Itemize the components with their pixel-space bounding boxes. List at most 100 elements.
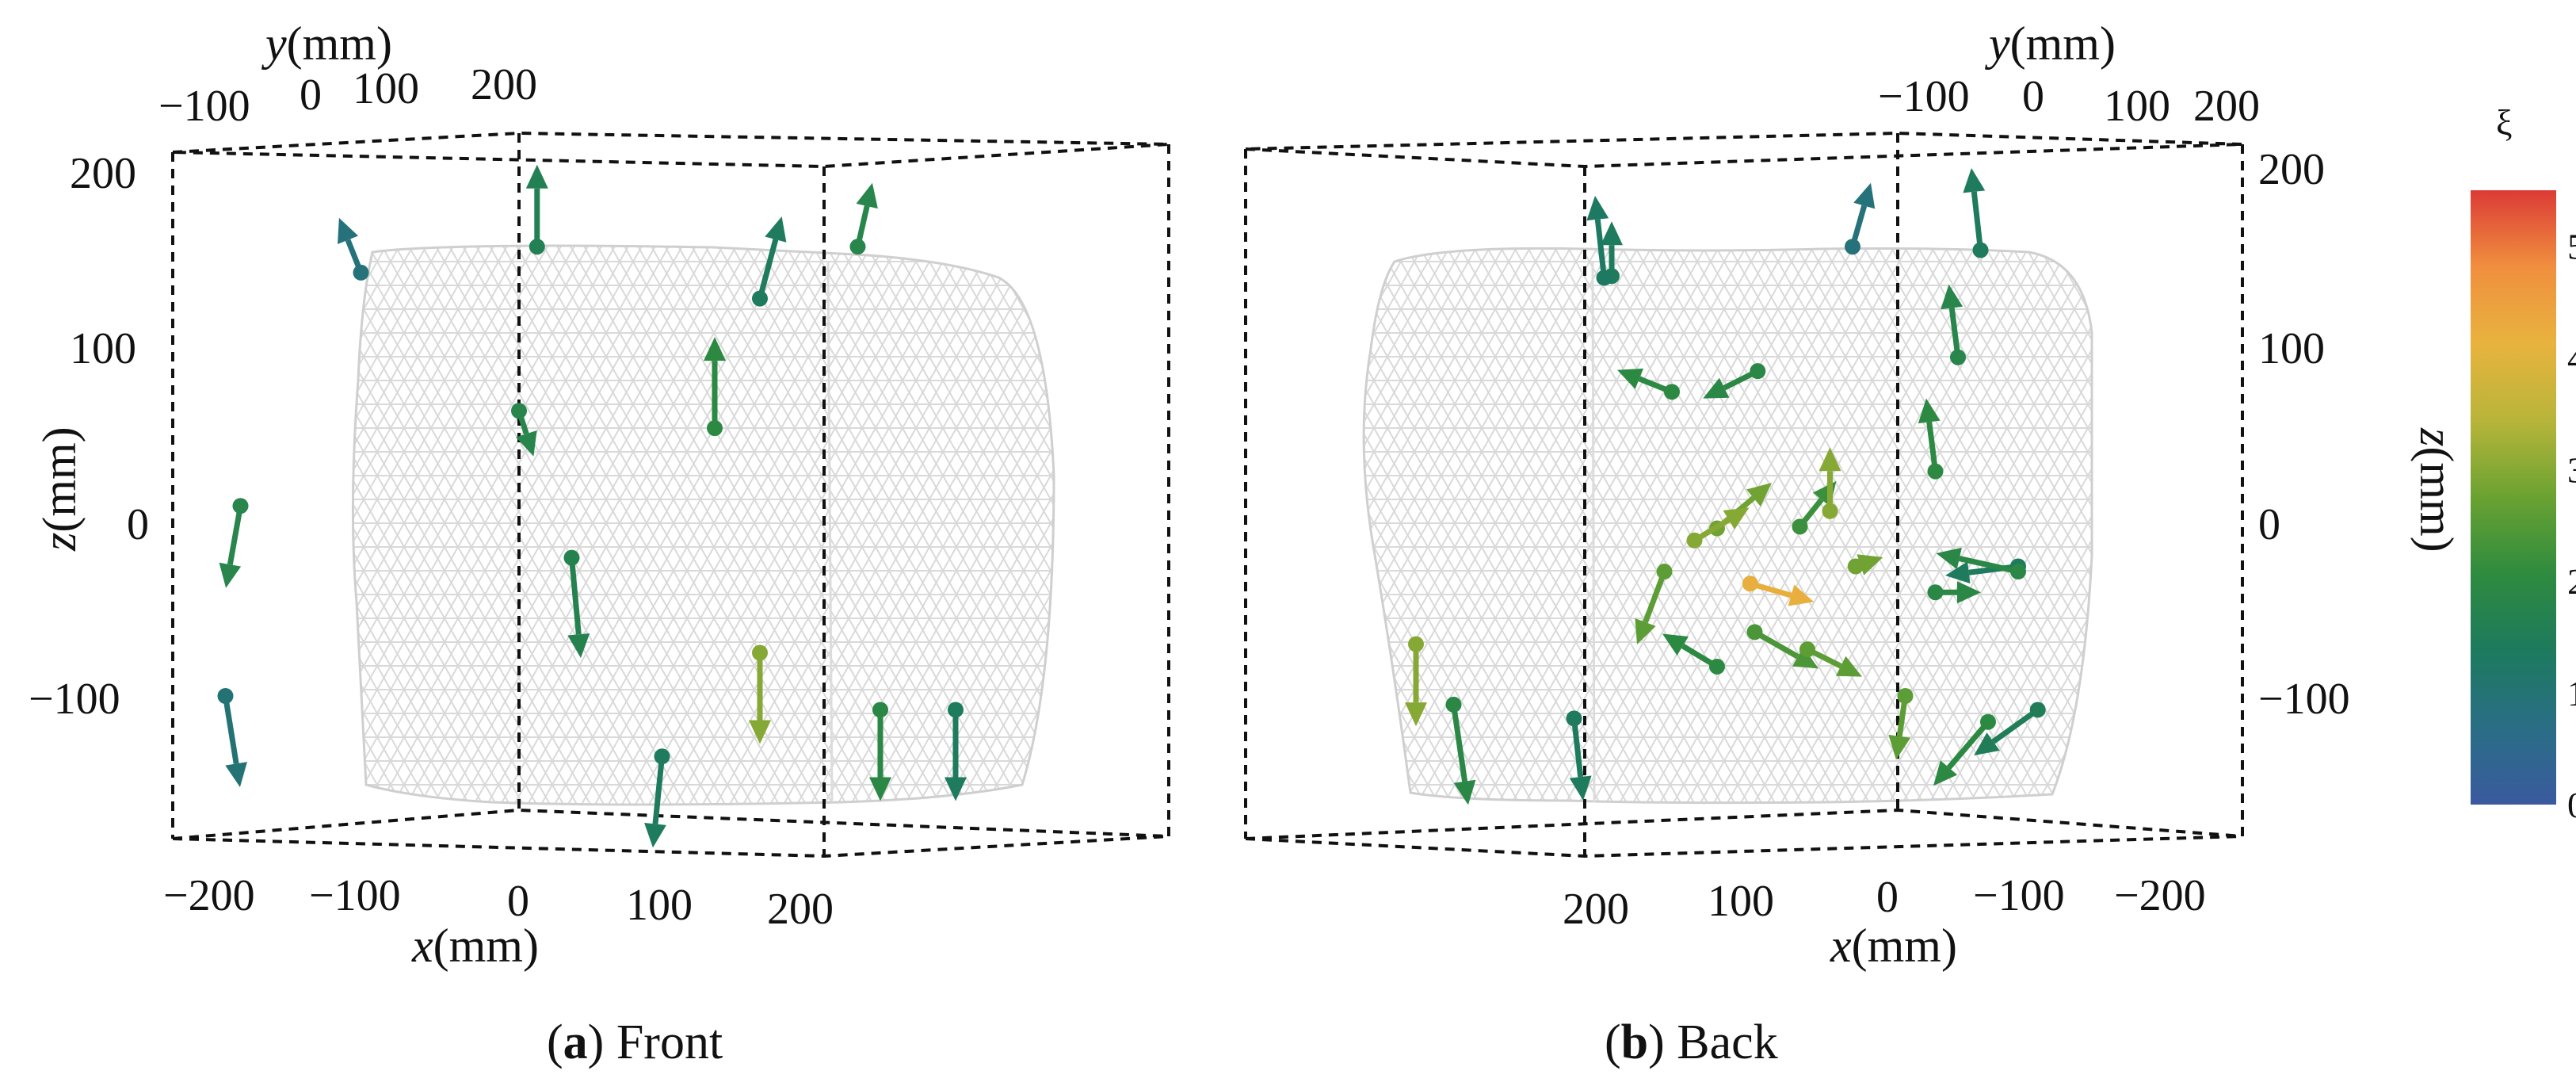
vector-arrow	[1888, 688, 1914, 760]
x-axis-label: x(mm)	[411, 920, 539, 972]
vector-arrow	[511, 403, 537, 457]
arrow-head	[1963, 168, 1986, 193]
arrow-head	[1723, 507, 1750, 530]
arrow-shaft	[1946, 720, 1990, 770]
arrow-head	[225, 762, 247, 787]
caption-front: (a) Front	[547, 1015, 723, 1069]
arrow-head	[1662, 633, 1689, 656]
vector-arrow	[1918, 398, 1944, 480]
arrow-origin	[1750, 363, 1766, 380]
x-tick: 100	[1708, 877, 1774, 926]
arrow-origin	[752, 644, 768, 661]
arrow-shaft	[227, 505, 243, 565]
y-axis-label: y(mm)	[1984, 17, 2116, 70]
vector-arrow	[849, 182, 878, 255]
z-tick: 100	[70, 324, 136, 373]
arrow-shaft	[1991, 707, 2040, 744]
z-axis-label: z(mm)	[33, 426, 86, 552]
vector-arrow	[1963, 168, 1989, 258]
arrow-shaft	[569, 557, 582, 635]
arrow-head	[1617, 368, 1644, 389]
arrow-head	[1933, 760, 1958, 786]
arrow-origin	[1709, 658, 1725, 675]
arrow-head	[1792, 647, 1818, 669]
z-tick: −100	[29, 675, 120, 724]
x-axis-label: x(mm)	[1830, 920, 1957, 972]
colorbar-tick-label: 2	[2567, 561, 2576, 602]
z-axis-front: 200 100 0 −100 z(mm)	[29, 149, 149, 724]
arrow-origin	[1972, 242, 1989, 258]
y-tick: 0	[2022, 72, 2044, 121]
y-tick: 200	[2193, 82, 2260, 131]
colorbar-tick-label: 3	[2567, 449, 2576, 490]
arrow-head	[644, 823, 666, 848]
x-tick: 200	[1563, 885, 1629, 934]
vector-arrow	[217, 688, 247, 787]
arrow-shaft	[652, 755, 665, 824]
y-axis-label: y(mm)	[261, 17, 392, 70]
arrow-origin	[1847, 558, 1864, 575]
vector-arrow	[1746, 624, 1818, 669]
arrow-head	[945, 777, 967, 801]
x-tick: −100	[1973, 871, 2065, 920]
colorbar-tick-label: 1	[2567, 673, 2576, 713]
arrow-origin	[1664, 384, 1680, 400]
arrow-head	[1569, 775, 1592, 801]
z-tick: 0	[2258, 500, 2280, 549]
bounding-box-back	[1245, 131, 2243, 169]
vector-arrow	[1818, 447, 1841, 519]
vector-arrow	[219, 498, 249, 588]
x-tick: −100	[309, 871, 401, 920]
x-tick: 0	[1876, 873, 1899, 922]
arrow-head	[1974, 732, 2000, 755]
x-axis-front: −200 −100 0 100 200 x(mm)	[163, 871, 834, 972]
x-tick: 100	[626, 881, 693, 930]
arrow-origin	[1950, 349, 1966, 365]
torso-mesh-front	[351, 244, 1055, 806]
arrow-shaft	[223, 695, 239, 764]
arrow-origin	[1927, 463, 1944, 480]
y-tick: 0	[300, 71, 322, 120]
arrow-origin	[1596, 270, 1612, 286]
arrow-origin	[1742, 576, 1758, 592]
arrow-shaft	[1948, 308, 1961, 358]
arrow-origin	[1445, 696, 1462, 713]
colorbar: ξ 0 1 2 3 4 5	[2471, 102, 2576, 825]
arrow-head	[1788, 584, 1815, 606]
vector-arrow	[1635, 564, 1673, 645]
panel-back: −100 0 100 200 y(mm) 200 100 0 −100 z(mm…	[1244, 17, 2463, 1069]
arrow-origin	[872, 702, 888, 718]
arrow-shaft	[1594, 219, 1607, 278]
arrow-shaft	[1971, 191, 1983, 250]
vector-arrow	[945, 702, 967, 801]
arrow-origin	[1980, 713, 1996, 730]
arrow-origin	[1845, 239, 1860, 255]
arrow-shaft	[1753, 629, 1799, 660]
arrow-head	[1835, 656, 1862, 677]
z-tick: −100	[2258, 675, 2350, 724]
vector-arrow	[1941, 284, 1966, 365]
vector-arrow	[525, 164, 548, 255]
vector-arrow	[338, 217, 369, 281]
vector-arrow	[1566, 710, 1592, 801]
vector-arrow	[1927, 581, 1981, 604]
y-tick: −100	[158, 82, 250, 131]
vector-arrow	[1974, 702, 2046, 755]
z-tick: 200	[70, 149, 136, 198]
arrow-head	[219, 562, 242, 588]
caption-back: (b) Back	[1605, 1015, 1778, 1069]
arrow-origin	[707, 420, 723, 437]
arrow-shaft	[1643, 570, 1667, 624]
y-tick: 100	[2104, 82, 2170, 131]
arrow-head	[1888, 734, 1911, 760]
vector-arrow	[1662, 633, 1725, 675]
vector-arrow	[1936, 547, 2026, 580]
arrow-head	[749, 720, 771, 744]
arrow-head	[1635, 618, 1656, 645]
torso-mesh-back	[1362, 247, 2093, 805]
arrow-shaft	[1451, 704, 1468, 782]
arrow-origin	[1822, 503, 1838, 519]
arrows-back	[1405, 168, 2046, 805]
arrow-head	[515, 430, 537, 457]
x-tick: 200	[767, 885, 834, 934]
